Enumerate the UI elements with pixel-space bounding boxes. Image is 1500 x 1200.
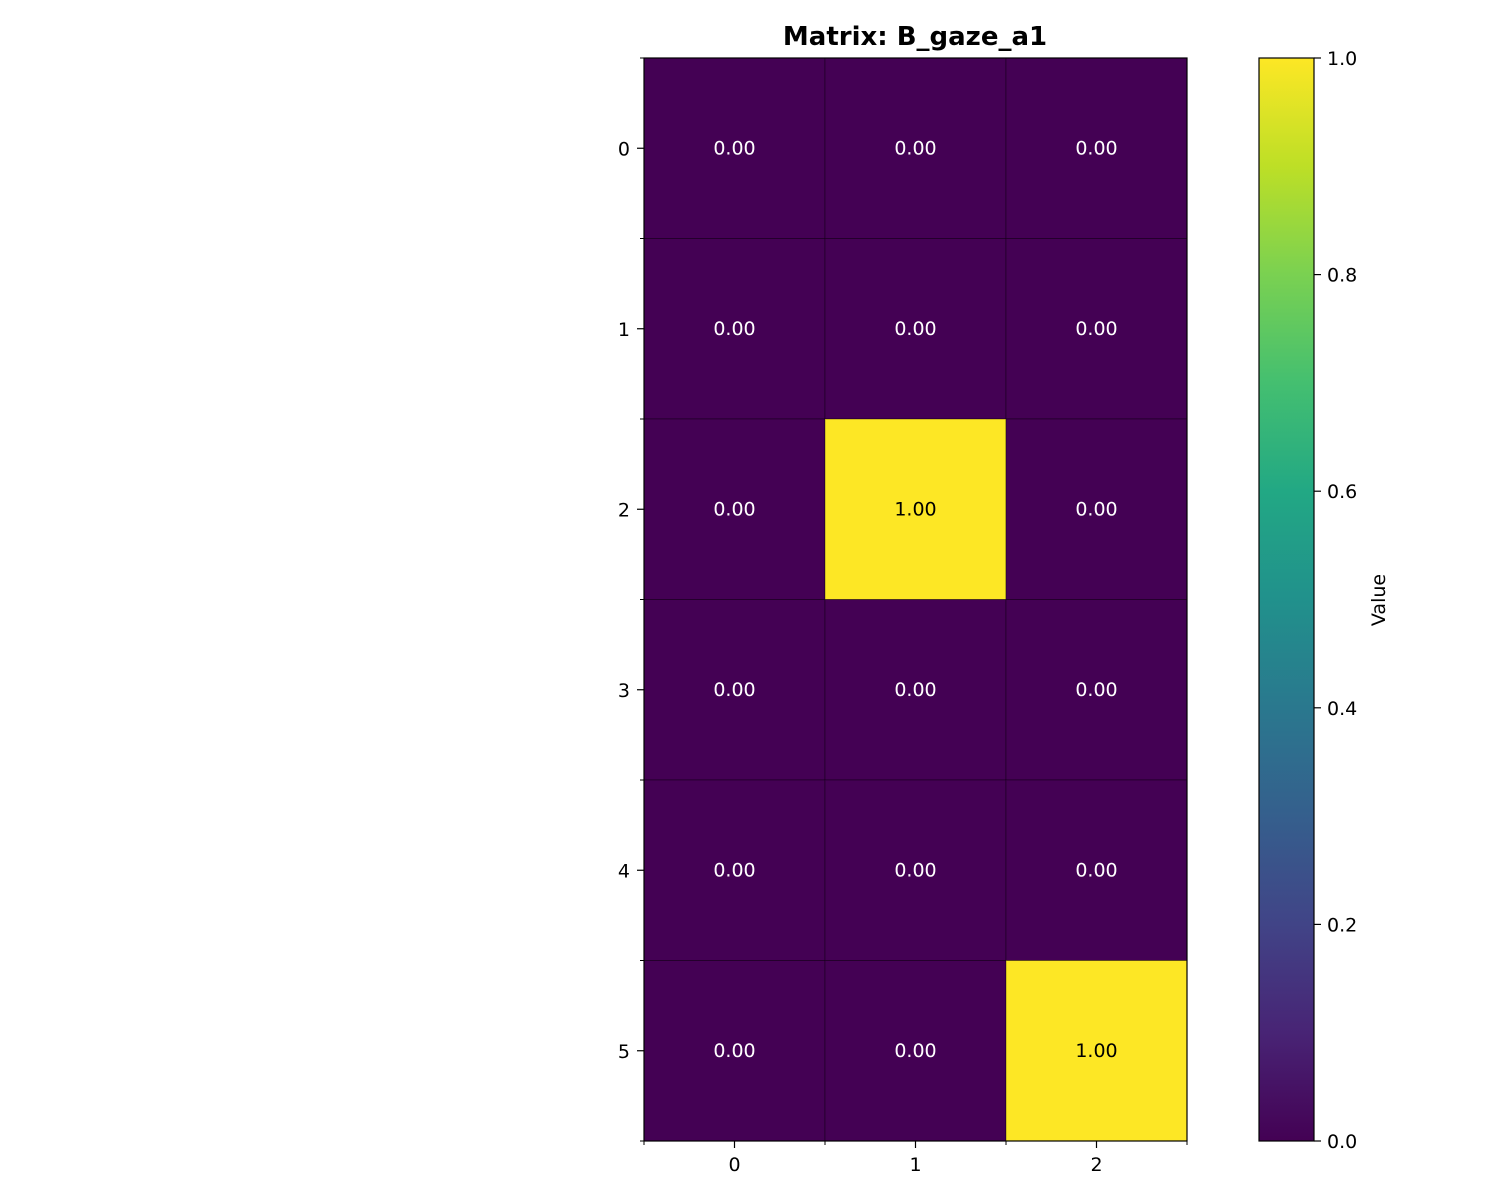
y-tick-label: 1 (618, 319, 630, 341)
y-tick-label: 3 (618, 680, 630, 702)
cell-value-label: 0.00 (894, 318, 936, 340)
heatmap-cell (1005, 779, 1188, 961)
cell-value-label: 0.00 (713, 1040, 755, 1062)
heatmap-cell (824, 238, 1007, 420)
x-axis: 0 1 2 (643, 1141, 1188, 1176)
cell-value-label: 0.00 (713, 318, 755, 340)
cell-value-label: 0.00 (894, 859, 936, 881)
cell-value-label: 0.00 (1075, 318, 1117, 340)
colorbar-ticks: 0.0 0.2 0.4 0.6 0.8 1.0 (1314, 48, 1357, 1153)
heatmap-cell (1005, 960, 1188, 1142)
colorbar-tick-label: 1.0 (1327, 48, 1357, 70)
colorbar-gradient (1258, 57, 1315, 1142)
heatmap-cell (643, 57, 826, 239)
x-tick-label: 1 (909, 1154, 921, 1176)
heatmap-cell (824, 779, 1007, 961)
heatmap-cell (1005, 238, 1188, 420)
cell-value-label: 0.00 (1075, 859, 1117, 881)
cell-value-label: 1.00 (1075, 1040, 1117, 1062)
y-tick-label: 0 (618, 138, 630, 160)
colorbar-tick-label: 0.6 (1327, 481, 1357, 503)
heatmap-cells (643, 57, 1188, 1142)
colorbar-label: Value (1368, 574, 1390, 626)
heatmap-cell (643, 238, 826, 420)
chart-title: Matrix: B_gaze_a1 (783, 22, 1047, 52)
heatmap-cell (824, 418, 1007, 600)
cell-value-label: 0.00 (1075, 498, 1117, 520)
colorbar-tick-label: 0.0 (1327, 1131, 1357, 1153)
cell-value-label: 0.00 (1075, 137, 1117, 159)
cell-value-label: 0.00 (713, 498, 755, 520)
heatmap-cell (824, 57, 1007, 239)
heatmap-cell (1005, 599, 1188, 781)
colorbar-tick-label: 0.4 (1327, 698, 1357, 720)
cell-value-label: 0.00 (1075, 679, 1117, 701)
colorbar-tick-label: 0.2 (1327, 914, 1357, 936)
cell-value-label: 0.00 (713, 859, 755, 881)
cell-value-label: 0.00 (894, 137, 936, 159)
y-tick-label: 2 (618, 499, 630, 521)
cell-value-label: 1.00 (894, 498, 936, 520)
heatmap-cell (643, 779, 826, 961)
y-tick-label: 4 (618, 860, 630, 882)
cell-value-label: 0.00 (894, 679, 936, 701)
cell-value-label: 0.00 (713, 137, 755, 159)
heatmap-cell (643, 599, 826, 781)
cell-value-label: 0.00 (713, 679, 755, 701)
cell-value-label: 0.00 (894, 1040, 936, 1062)
y-tick-label: 5 (618, 1041, 630, 1063)
x-tick-label: 0 (728, 1154, 740, 1176)
plot-frame (643, 57, 1188, 1142)
colorbar: 0.0 0.2 0.4 0.6 0.8 1.0 Value (1258, 48, 1390, 1153)
x-tick-label: 2 (1090, 1154, 1102, 1176)
heatmap-cell (643, 418, 826, 600)
colorbar-tick-label: 0.8 (1327, 265, 1357, 287)
heatmap-cell (824, 960, 1007, 1142)
cell-labels: 0.00 0.00 0.00 0.00 0.00 0.00 0.00 1.00 0.00 0.00… (713, 137, 1117, 1062)
y-axis: 0 1 2 3 4 5 (618, 57, 644, 1142)
